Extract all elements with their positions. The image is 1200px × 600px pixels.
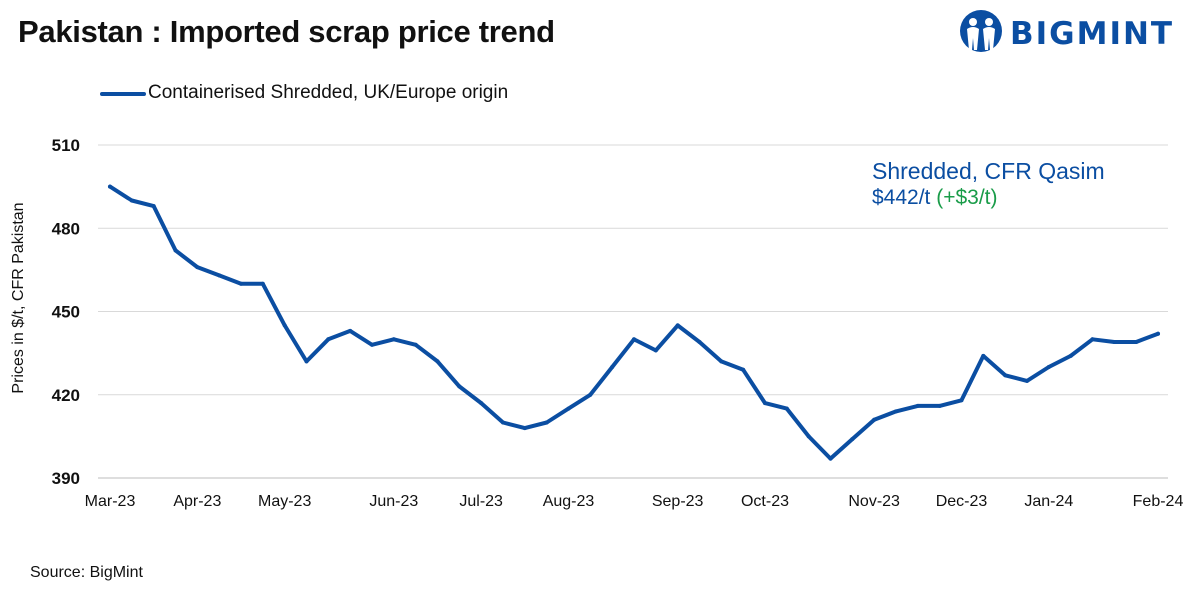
data-point <box>217 273 222 278</box>
series-line <box>108 184 1160 461</box>
data-point <box>741 367 746 372</box>
data-point <box>129 198 134 203</box>
data-point <box>326 337 331 342</box>
data-point <box>195 265 200 270</box>
data-point <box>151 204 156 209</box>
data-point <box>763 401 767 406</box>
annotation-price: $442/t <box>872 186 931 209</box>
data-point <box>959 398 964 403</box>
y-tick-label: 480 <box>52 219 80 238</box>
x-tick-label: Oct-23 <box>741 493 789 510</box>
data-point <box>588 392 593 397</box>
data-point <box>282 323 287 328</box>
data-point <box>872 417 877 422</box>
y-tick-label: 450 <box>52 303 80 322</box>
data-point <box>632 337 636 342</box>
x-tick-label: Jun-23 <box>369 493 418 510</box>
x-tick-label: Feb-24 <box>1133 493 1184 510</box>
data-point <box>1156 331 1160 336</box>
data-point <box>937 403 942 408</box>
data-point <box>675 323 680 328</box>
data-point <box>348 328 353 333</box>
data-point <box>828 456 833 461</box>
x-tick-label: May-23 <box>258 493 311 510</box>
data-point <box>173 248 178 253</box>
data-point <box>1046 365 1051 369</box>
chart-title: Pakistan : Imported scrap price trend <box>18 14 555 49</box>
data-point <box>850 437 855 442</box>
data-point <box>1025 378 1029 383</box>
data-point <box>610 365 615 369</box>
y-tick-label: 420 <box>52 386 80 405</box>
data-point <box>370 342 374 347</box>
data-point <box>894 409 898 414</box>
brand-name: BIGMINT <box>1010 16 1175 52</box>
data-point <box>108 184 112 189</box>
data-point <box>544 420 549 425</box>
data-point <box>784 406 789 411</box>
x-tick-label: Apr-23 <box>173 493 221 510</box>
data-point <box>260 281 265 286</box>
data-point <box>522 426 527 431</box>
data-point <box>915 403 920 408</box>
data-point <box>566 406 571 411</box>
data-point <box>653 348 658 353</box>
data-point <box>413 342 418 347</box>
data-point <box>457 384 462 389</box>
x-tick-label: Jan-24 <box>1024 493 1073 510</box>
data-point <box>239 281 243 286</box>
y-tick-label: 390 <box>52 469 80 488</box>
annotation-title: Shredded, CFR Qasim <box>872 158 1105 184</box>
source-note: Source: BigMint <box>30 564 143 581</box>
annotation-value: $442/t (+$3/t) <box>872 186 998 210</box>
x-tick-label: Nov-23 <box>848 493 900 510</box>
data-point <box>435 359 440 364</box>
data-point <box>1134 340 1139 344</box>
brand-logo: BIGMINT <box>958 8 1183 58</box>
x-tick-label: Mar-23 <box>85 493 136 510</box>
data-point <box>391 337 396 342</box>
x-tick-label: Sep-23 <box>652 493 704 510</box>
y-tick-label: 510 <box>52 136 80 155</box>
data-point <box>806 434 811 439</box>
bigmint-people-icon <box>960 10 1002 52</box>
legend-label: Containerised Shredded, UK/Europe origin <box>148 82 509 103</box>
data-point <box>981 353 986 358</box>
data-point <box>697 340 702 344</box>
data-point <box>1090 337 1095 342</box>
annotation-change: (+$3/t) <box>936 186 998 209</box>
x-tick-label: Aug-23 <box>543 493 595 510</box>
data-point <box>719 359 724 364</box>
x-tick-label: Dec-23 <box>936 493 988 510</box>
data-point <box>501 420 505 425</box>
legend-swatch <box>100 92 146 96</box>
data-point <box>304 359 309 364</box>
data-point <box>1112 340 1117 344</box>
data-point <box>479 401 484 406</box>
x-tick-label: Jul-23 <box>459 493 503 510</box>
data-point <box>1003 373 1008 378</box>
data-point <box>1068 353 1073 358</box>
